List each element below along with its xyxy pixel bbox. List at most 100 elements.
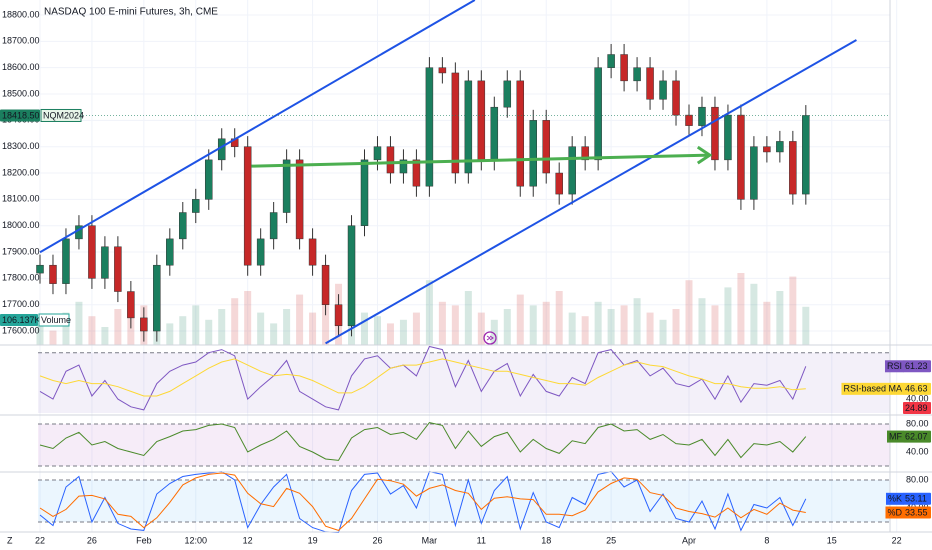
series-value-badge: 61.23 bbox=[905, 361, 928, 371]
candle-body bbox=[789, 141, 797, 195]
candle-body bbox=[399, 159, 408, 174]
candle-body bbox=[438, 67, 447, 74]
volume-bar bbox=[685, 280, 693, 345]
extra-value-badge-bg bbox=[903, 402, 931, 414]
volume-name-bg bbox=[38, 313, 70, 327]
volume-bar bbox=[529, 305, 537, 345]
volume-bar bbox=[88, 316, 96, 345]
volume-bar bbox=[399, 319, 407, 345]
volume-bar bbox=[711, 305, 719, 345]
volume-bar bbox=[62, 312, 70, 345]
series-value-badge-bg bbox=[903, 360, 931, 373]
band-fill bbox=[38, 352, 890, 413]
candle-body bbox=[140, 317, 148, 332]
indicator-line bbox=[39, 472, 806, 531]
candle-body bbox=[802, 115, 810, 195]
grid bbox=[38, 0, 898, 532]
last-price-badge: 18418.50 bbox=[2, 110, 40, 120]
volume-bar bbox=[114, 309, 122, 345]
candle-body bbox=[295, 159, 304, 240]
x-tick-label: 22 bbox=[35, 535, 45, 545]
x-tick-label: 26 bbox=[372, 535, 382, 545]
volume-bar bbox=[438, 301, 446, 345]
volume-bar bbox=[555, 291, 563, 345]
volume-bar bbox=[361, 312, 368, 345]
volume-bar bbox=[724, 287, 732, 345]
series-name-badge: MF bbox=[889, 431, 902, 441]
volume-bar bbox=[737, 273, 745, 345]
y-tick-label: 18700.00 bbox=[2, 36, 40, 46]
series-name-badge-bg bbox=[885, 506, 904, 519]
x-tick-label: 15 bbox=[827, 535, 837, 545]
series-name-badge-bg bbox=[884, 360, 904, 373]
x-tick-label: Mar bbox=[422, 535, 438, 545]
volume-bar bbox=[205, 319, 213, 345]
trend-line bbox=[251, 153, 710, 168]
candle-body bbox=[412, 159, 421, 187]
series-value-badge: 62.07 bbox=[905, 431, 928, 441]
y-tick-label: 18200.00 bbox=[2, 167, 40, 177]
x-tick-label: 19 bbox=[308, 535, 318, 545]
candle-body bbox=[101, 246, 109, 279]
volume-bar bbox=[36, 323, 44, 345]
series-name-badge: %K bbox=[888, 494, 902, 504]
trend-line bbox=[39, 0, 476, 254]
volume-bar bbox=[451, 305, 459, 345]
trend-line bbox=[325, 39, 857, 345]
volume-bar bbox=[477, 312, 485, 345]
volume-badge-bg bbox=[0, 314, 38, 326]
candle-body bbox=[776, 141, 784, 153]
y-tick-label: 18600.00 bbox=[2, 62, 40, 72]
volume-bar bbox=[594, 301, 602, 345]
candle-body bbox=[672, 80, 680, 116]
x-tick-label: 12:00 bbox=[184, 535, 207, 545]
x-tick-label: 11 bbox=[477, 535, 486, 545]
candle-body bbox=[685, 114, 693, 126]
volume-bar bbox=[412, 312, 420, 345]
candle-body bbox=[659, 80, 667, 100]
series-value-badge: 46.63 bbox=[905, 384, 928, 394]
series-name-badge: RSI bbox=[887, 361, 902, 371]
y-tick-label: 80.00 bbox=[906, 418, 929, 428]
candle-body bbox=[581, 146, 589, 161]
volume-bar bbox=[179, 316, 187, 345]
candle-body bbox=[36, 264, 44, 274]
volume-bar bbox=[166, 323, 174, 345]
volume-bar bbox=[620, 305, 628, 345]
candle-body bbox=[256, 238, 265, 266]
y-tick-label: 40.00 bbox=[906, 446, 929, 456]
series-name-badge: RSI-based MA bbox=[843, 384, 902, 394]
extra-value-badge: 24.89 bbox=[905, 403, 928, 413]
y-tick-label: 18300.00 bbox=[2, 141, 40, 151]
volume-bar bbox=[101, 327, 109, 345]
band-fill bbox=[38, 479, 890, 522]
x-tick-label: 12 bbox=[243, 535, 253, 545]
candle-body bbox=[646, 67, 654, 100]
symbol-badge: NQM2024 bbox=[43, 110, 84, 120]
volume-bar bbox=[322, 287, 330, 345]
series-name-badge-bg bbox=[887, 430, 904, 443]
x-tick-label: 8 bbox=[764, 535, 769, 545]
y-tick-label: 17900.00 bbox=[2, 246, 40, 256]
candle-body bbox=[516, 80, 525, 187]
x-tick-label: Apr bbox=[682, 535, 696, 545]
y-tick-label: 18100.00 bbox=[2, 194, 40, 204]
volume-name: Volume bbox=[41, 315, 71, 325]
candle-body bbox=[607, 54, 615, 68]
candle-body bbox=[750, 146, 758, 200]
indicator-line bbox=[39, 345, 807, 411]
volume-badge: 106.137K bbox=[2, 315, 41, 325]
candle-body bbox=[620, 54, 628, 82]
candle-body bbox=[529, 120, 537, 187]
y-tick-label: 18800.00 bbox=[2, 9, 40, 19]
candle-body bbox=[192, 199, 200, 213]
volume-bar bbox=[776, 291, 784, 345]
candle-body bbox=[555, 172, 563, 195]
x-tick-label: Feb bbox=[136, 535, 152, 545]
volume-bar bbox=[231, 298, 239, 345]
candle-body bbox=[269, 212, 278, 240]
zoom-button[interactable]: Z bbox=[7, 535, 13, 545]
volume-bar bbox=[802, 306, 810, 345]
events-icon[interactable] bbox=[483, 331, 497, 345]
candle-body bbox=[542, 120, 550, 174]
